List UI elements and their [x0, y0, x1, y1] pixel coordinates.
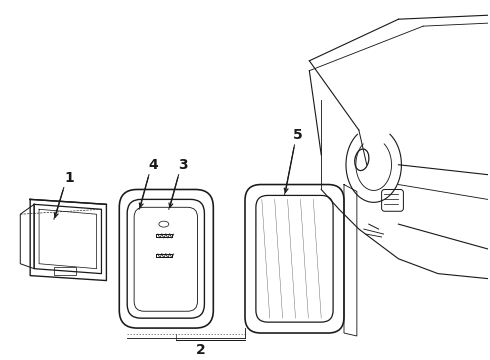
Text: 3: 3 — [178, 158, 188, 172]
Text: 4: 4 — [148, 158, 158, 172]
Bar — [54, 267, 76, 275]
Text: 1: 1 — [65, 171, 74, 185]
Text: 2: 2 — [196, 343, 205, 357]
Text: 5: 5 — [293, 128, 302, 142]
